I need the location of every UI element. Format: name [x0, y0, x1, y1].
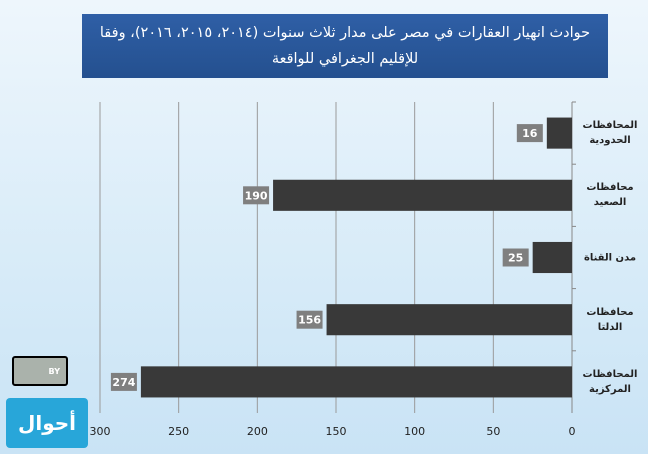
bar	[273, 179, 572, 211]
license-badge: BY	[12, 356, 68, 386]
value-label: 16	[522, 127, 538, 140]
value-label: 274	[112, 376, 135, 389]
value-label-box	[296, 310, 323, 329]
x-tick-label: 150	[326, 425, 347, 438]
value-label: 156	[298, 314, 321, 327]
x-tick-label: 200	[247, 425, 268, 438]
chart-title: حوادث انهيار العقارات في مصر على مدار ثل…	[82, 14, 608, 78]
logo: أحوال	[6, 398, 88, 448]
value-label-box	[502, 248, 529, 267]
y-tick-label: محافظات الدلتا	[586, 306, 634, 333]
bar	[532, 241, 572, 274]
y-tick-label: محافظات الصعيد	[586, 182, 634, 209]
y-tick-label: مدن القناة	[583, 252, 637, 263]
bar	[546, 117, 572, 149]
x-tick-label: 300	[90, 425, 111, 438]
x-tick-label: 100	[404, 425, 425, 438]
value-label-box	[516, 124, 543, 143]
y-tick-label: المحافظات المركزية	[582, 368, 638, 395]
value-label: 190	[245, 189, 268, 202]
x-tick-label: 50	[486, 425, 500, 438]
bar	[326, 304, 572, 336]
x-tick-label: 0	[569, 425, 576, 438]
value-label: 25	[508, 252, 523, 265]
y-tick-label: المحافظات الحدودية	[582, 120, 638, 147]
x-tick-label: 250	[168, 425, 189, 438]
bar	[140, 366, 572, 398]
value-label-box	[243, 186, 270, 205]
value-label-box	[110, 372, 137, 391]
